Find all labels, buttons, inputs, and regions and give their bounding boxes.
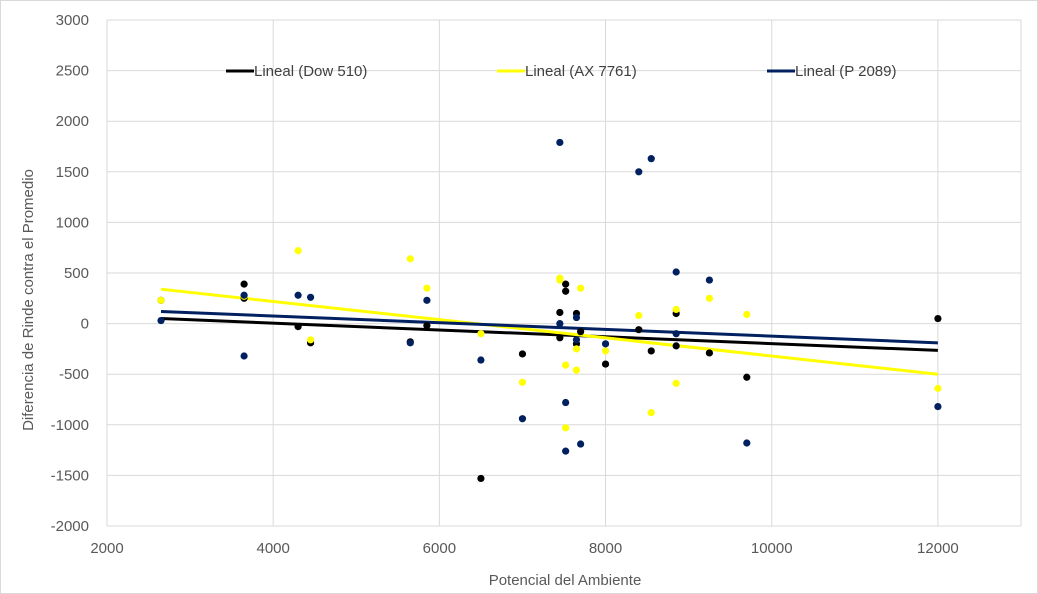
y-tick-label: -500: [59, 366, 89, 383]
point-dow-510: [601, 360, 610, 368]
point-p-2089: [406, 339, 414, 347]
point-p-2089: [562, 398, 570, 407]
point-dow-510: [743, 373, 751, 381]
point-p-2089: [572, 313, 581, 322]
legend-label-ax-7761: Lineal (AX 7761): [525, 63, 637, 80]
point-ax-7761: [672, 305, 680, 314]
point-p-2089: [240, 352, 248, 360]
y-tick-label: 1000: [56, 214, 89, 231]
point-p-2089: [556, 320, 564, 328]
y-tick-label: 0: [81, 316, 89, 333]
y-tick-label: 500: [64, 265, 89, 282]
y-tick-label: -1000: [51, 417, 89, 434]
point-ax-7761: [572, 366, 581, 374]
point-dow-510: [647, 347, 655, 355]
legend-label-dow-510: Lineal (Dow 510): [254, 63, 367, 80]
x-tick-label: 12000: [917, 540, 959, 557]
point-p-2089: [306, 293, 315, 301]
x-tick-label: 4000: [256, 540, 289, 557]
point-ax-7761: [294, 247, 302, 255]
point-dow-510: [635, 326, 643, 334]
point-p-2089: [157, 316, 165, 325]
point-ax-7761: [556, 276, 564, 284]
x-tick-label: 8000: [589, 540, 622, 557]
point-dow-510: [934, 314, 942, 323]
point-p-2089: [556, 138, 564, 147]
point-p-2089: [743, 439, 751, 447]
point-p-2089: [601, 340, 610, 348]
point-dow-510: [705, 349, 714, 357]
point-p-2089: [562, 447, 570, 455]
point-ax-7761: [423, 284, 431, 292]
point-p-2089: [705, 276, 714, 284]
point-dow-510: [423, 322, 431, 330]
y-axis-title: Diferencia de Rinde contra el Promedio: [20, 169, 37, 431]
point-ax-7761: [743, 310, 751, 319]
trendline-dow-510: [160, 317, 938, 352]
point-ax-7761: [572, 345, 581, 353]
point-dow-510: [672, 342, 680, 350]
point-dow-510: [294, 323, 302, 331]
x-tick-label: 2000: [90, 540, 123, 557]
point-p-2089: [672, 268, 680, 276]
point-dow-510: [240, 280, 248, 288]
x-axis-title: Potencial del Ambiente: [489, 572, 642, 589]
tick-labels: 3000 2500 2000 1500 1000 500 0 -500 -1000 -1500 -2…: [51, 12, 959, 557]
y-tick-label: 1500: [56, 164, 89, 181]
point-ax-7761: [477, 330, 485, 338]
point-ax-7761: [518, 378, 527, 386]
point-p-2089: [647, 155, 655, 163]
point-p-2089: [577, 440, 585, 448]
point-p-2089: [934, 402, 942, 411]
y-tick-label: 2000: [56, 113, 89, 130]
point-ax-7761: [562, 424, 570, 432]
point-ax-7761: [934, 384, 942, 392]
x-tick-label: 6000: [423, 540, 456, 557]
point-p-2089: [240, 291, 248, 299]
point-ax-7761: [672, 379, 680, 387]
trendlines: [160, 287, 939, 376]
x-tick-label: 10000: [751, 540, 793, 557]
point-dow-510: [577, 328, 585, 336]
y-tick-label: 2500: [56, 63, 89, 80]
y-tick-label: -2000: [51, 518, 89, 535]
y-tick-label: -1500: [51, 467, 89, 484]
point-dow-510: [518, 350, 527, 358]
point-ax-7761: [635, 311, 643, 320]
point-dow-510: [477, 474, 485, 483]
trendline-p-2089: [160, 309, 938, 345]
point-dow-510: [562, 287, 570, 295]
point-dow-510: [556, 334, 564, 342]
point-ax-7761: [577, 284, 585, 292]
point-p-2089: [423, 296, 431, 304]
point-ax-7761: [705, 294, 714, 302]
point-p-2089: [518, 415, 527, 423]
point-dow-510: [562, 280, 570, 288]
y-tick-label: 3000: [56, 12, 89, 29]
point-ax-7761: [406, 255, 414, 263]
point-dow-510: [556, 308, 564, 317]
point-ax-7761: [647, 409, 655, 417]
point-ax-7761: [601, 347, 610, 355]
point-ax-7761: [157, 296, 165, 304]
point-p-2089: [572, 336, 581, 344]
point-p-2089: [635, 168, 643, 176]
point-p-2089: [672, 330, 680, 338]
point-p-2089: [477, 356, 485, 364]
trendline-ax-7761: [160, 287, 939, 376]
point-p-2089: [294, 291, 302, 299]
legend: Lineal (Dow 510) Lineal (AX 7761) Lineal (…: [226, 63, 896, 80]
point-ax-7761: [562, 361, 570, 369]
data-points: [157, 138, 942, 483]
point-ax-7761: [306, 336, 315, 344]
legend-label-p-2089: Lineal (P 2089): [795, 63, 896, 80]
